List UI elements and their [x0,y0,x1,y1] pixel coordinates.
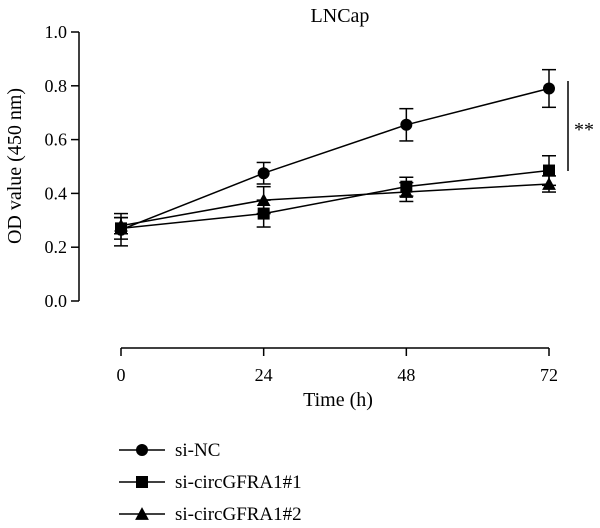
y-tick-label: 0.2 [45,237,68,257]
data-point [543,164,555,177]
y-tick-label: 0.8 [45,76,68,96]
legend-label: si-circGFRA1#2 [175,504,302,525]
legend-marker [136,444,148,456]
chart-title: LNCap [311,5,370,27]
legend-label: si-NC [175,440,220,461]
data-point [114,218,128,232]
y-axis: 0.0 0.2 0.4 0.6 0.8 1.0 [45,22,80,311]
y-tick-label: 0.4 [45,183,68,203]
x-axis-label: Time (h) [303,389,373,411]
data-point [542,177,556,190]
significance-bracket: ** [567,81,594,171]
legend-marker [135,507,149,520]
legend-item: si-circGFRA1#2 [119,504,302,525]
legend-marker [136,476,148,488]
data-point [543,82,555,95]
legend-item: si-NC [119,440,220,461]
y-tick-label: 0.6 [45,130,68,150]
data-point [257,167,270,180]
x-axis: 0 24 48 72 [117,347,558,385]
series-circle [114,68,556,247]
legend-label: si-circGFRA1#1 [175,472,302,493]
x-tick-label: 24 [255,365,273,385]
series-line [120,183,550,227]
series-line [120,87,550,231]
data-point [256,193,271,206]
x-tick-label: 0 [117,365,126,385]
y-tick-label: 1.0 [45,22,68,42]
data-point [400,118,413,131]
series-square [114,154,556,240]
x-tick-label: 48 [397,365,415,385]
plot-area [114,68,556,247]
series-line [120,169,550,230]
y-axis-label: OD value (450 nm) [4,88,26,244]
data-point [399,185,414,198]
legend-item: si-circGFRA1#1 [119,472,302,493]
legend: si-NC si-circGFRA1#1 si-circGFRA1#2 [119,440,302,525]
x-tick-label: 72 [540,365,558,385]
series-triangle [114,175,556,235]
significance-label: ** [574,119,594,141]
y-tick-label: 0.0 [45,291,68,311]
